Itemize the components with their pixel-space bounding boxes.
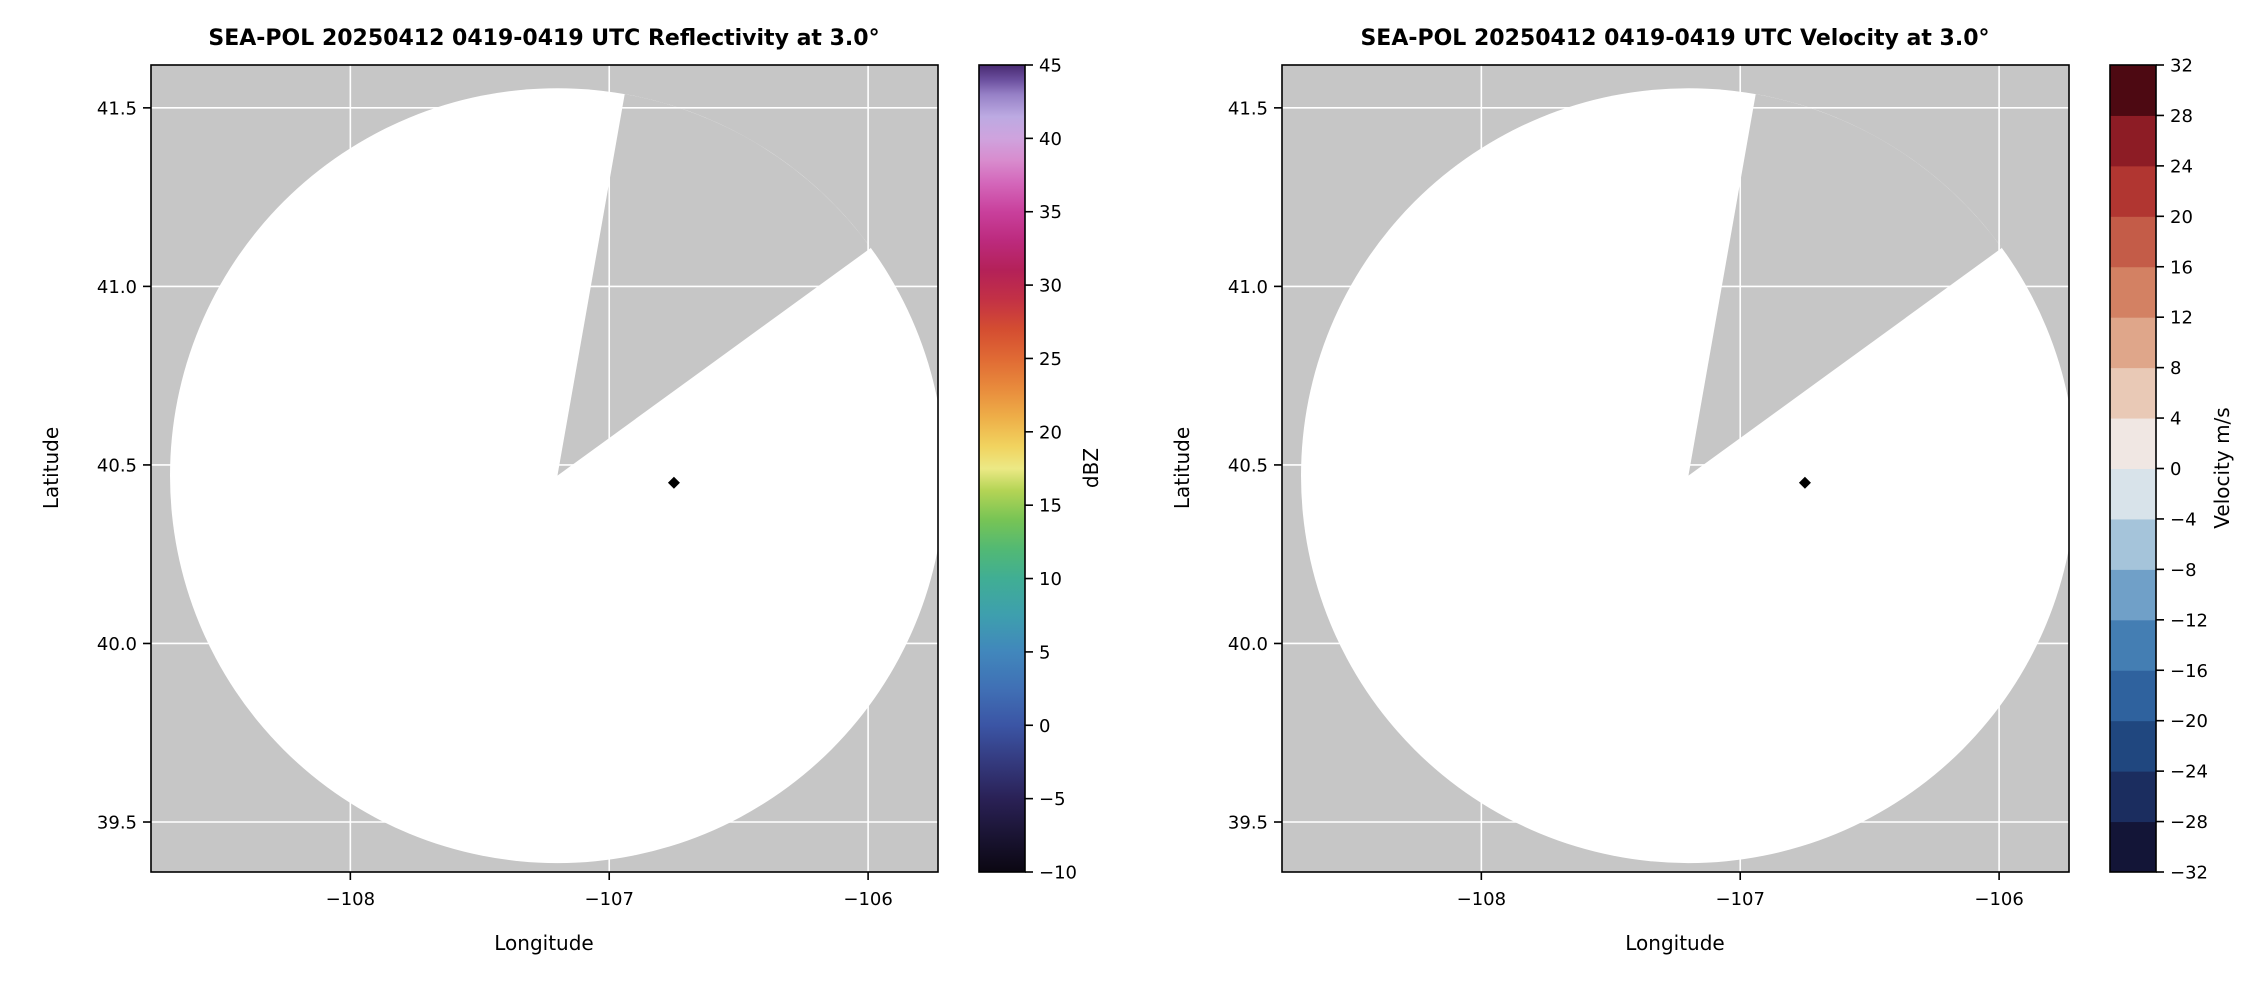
- x-tick-label: −107: [584, 889, 633, 910]
- colorbar-tick-label: 20: [2170, 207, 2193, 228]
- colorbar-tick-label: 4: [2170, 409, 2181, 430]
- colorbar-tick-label: 0: [1039, 716, 1050, 737]
- x-tick-label: −108: [326, 889, 375, 910]
- colorbar-tick-label: 16: [2170, 257, 2193, 278]
- y-tick-label: 39.5: [97, 813, 137, 834]
- velocity-plot-layer: −108 −107 −106 39.5 40.0 40.5 41.0 41.5 −32 −28 −2…: [1228, 56, 2208, 911]
- velocity-title: SEA-POL 20250412 0419-0419 UTC Velocity …: [1360, 26, 1989, 51]
- colorbar-band: [2110, 115, 2156, 167]
- colorbar-band: [2110, 418, 2156, 469]
- colorbar-tick-label: −32: [2170, 863, 2208, 884]
- reflectivity-title: SEA-POL 20250412 0419-0419 UTC Reflectiv…: [208, 26, 879, 51]
- y-tick-label: 41.0: [1228, 277, 1268, 298]
- masked-sector: [557, 94, 871, 476]
- colorbar-band: [2110, 266, 2156, 318]
- x-tick-label: −106: [1974, 889, 2023, 910]
- colorbar-tick-label: −4: [2170, 509, 2197, 530]
- colorbar-tick-label: −10: [1039, 863, 1077, 884]
- y-tick-label: 39.5: [1228, 813, 1268, 834]
- x-axis-label: Longitude: [1625, 931, 1724, 955]
- masked-sector: [1688, 94, 2002, 476]
- colorbar-tick-label: −12: [2170, 610, 2208, 631]
- plot-border: [1281, 64, 2070, 873]
- y-tick-label: 41.5: [97, 98, 137, 119]
- velocity-panel: −108 −107 −106 39.5 40.0 40.5 41.0 41.5 −32 −28 −2…: [1170, 26, 2234, 955]
- colorbar-tick-label: 25: [1039, 349, 1062, 370]
- colorbar-tick-label: 8: [2170, 358, 2181, 379]
- x-tick-label: −106: [843, 889, 892, 910]
- y-tick-label: 40.0: [1228, 634, 1268, 655]
- y-tick-label: 41.5: [1228, 98, 1268, 119]
- colorbar-tick-label: −8: [2170, 560, 2197, 581]
- colorbar-band: [2110, 165, 2156, 217]
- colorbar-tick-label: 35: [1039, 202, 1062, 223]
- y-tick-label: 41.0: [97, 277, 137, 298]
- colorbar-tick-label: 24: [2170, 156, 2193, 177]
- y-tick-label: 40.0: [97, 634, 137, 655]
- colorbar-border: [978, 64, 1026, 873]
- colorbar-tick-label: −24: [2170, 762, 2208, 783]
- reflectivity-panel: −108 −107 −106 39.5 40.0 40.5 41.0 41.5 −10 −5 0 5 1…: [39, 26, 1103, 955]
- colorbar-tick-label: 0: [2170, 459, 2181, 480]
- colorbar-tick-label: 12: [2170, 308, 2193, 329]
- y-tick-label: 40.5: [97, 455, 137, 476]
- colorbar-band: [2110, 216, 2156, 268]
- colorbar-band: [2110, 720, 2156, 772]
- colorbar-band: [2110, 518, 2156, 570]
- colorbar-tick-label: 30: [1039, 276, 1062, 297]
- site-marker: [1798, 476, 1811, 489]
- site-marker: [667, 476, 680, 489]
- colorbar-band: [2110, 670, 2156, 722]
- colorbar-band: [2110, 619, 2156, 671]
- colorbar-tick-label: 28: [2170, 106, 2193, 127]
- colorbar-tick-label: 40: [1039, 129, 1062, 150]
- colorbar-band: [2110, 771, 2156, 823]
- colorbar-band: [2110, 65, 2156, 116]
- colorbar-tick-label: −5: [1039, 789, 1066, 810]
- colorbar-band: [2110, 821, 2156, 873]
- colorbar-tick-label: 20: [1039, 422, 1062, 443]
- colorbar-tick-label: 10: [1039, 569, 1062, 590]
- colorbar-tick-label: −28: [2170, 812, 2208, 833]
- colorbar-band: [2110, 468, 2156, 520]
- colorbar-tick-label: 15: [1039, 496, 1062, 517]
- colorbar-tick-label: −20: [2170, 711, 2208, 732]
- colorbar-band: [2110, 317, 2156, 369]
- y-tick-label: 40.5: [1228, 455, 1268, 476]
- x-tick-label: −107: [1715, 889, 1764, 910]
- colorbar-tick-label: 45: [1039, 56, 1062, 77]
- colorbar-tick-label: −16: [2170, 661, 2208, 682]
- y-axis-label: Latitude: [1170, 427, 1194, 509]
- colorbar-tick-label: 32: [2170, 56, 2193, 77]
- data-layer: [151, 65, 938, 872]
- colorbar-band: [2110, 569, 2156, 621]
- colorbar-label: dBZ: [1079, 448, 1103, 488]
- data-layer: [1282, 65, 2069, 872]
- x-axis-label: Longitude: [494, 931, 593, 955]
- colorbar: [979, 65, 1025, 872]
- y-axis-label: Latitude: [39, 427, 63, 509]
- colorbar-tick-label: 5: [1039, 642, 1050, 663]
- colorbar-label: Velocity m/s: [2210, 407, 2234, 528]
- plot-border: [150, 64, 939, 873]
- x-tick-label: −108: [1457, 889, 1506, 910]
- reflectivity-plot-layer: −108 −107 −106 39.5 40.0 40.5 41.0 41.5 −10 −5 0 5 1…: [97, 56, 1077, 911]
- colorbar-band: [2110, 367, 2156, 419]
